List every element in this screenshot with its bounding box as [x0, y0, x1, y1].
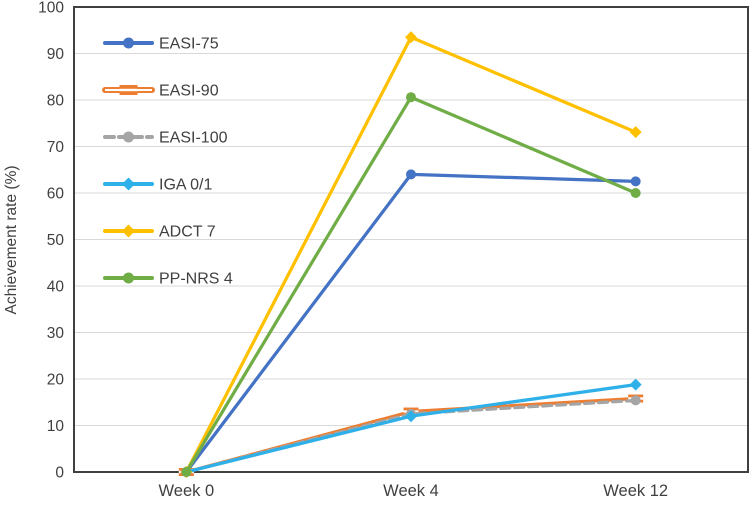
plot-border-rect — [73, 6, 749, 473]
y-tick-20: 20 — [47, 372, 65, 389]
y-tick-0: 0 — [55, 465, 64, 482]
data-point-easi-75-week-12 — [630, 176, 641, 187]
x-axis-tick-labels: Week 0 Week 4 Week 12 — [159, 482, 669, 500]
legend-marker-adct-7 — [122, 224, 135, 238]
x-tick-week-12: Week 12 — [603, 482, 668, 500]
y-tick-80: 80 — [47, 93, 65, 110]
legend-marker-pp-nrs-4 — [123, 272, 134, 284]
y-tick-50: 50 — [47, 232, 65, 249]
series-easi-75 — [181, 169, 641, 477]
y-tick-10: 10 — [47, 418, 65, 435]
series-line-easi-75 — [184, 172, 638, 474]
plot-border — [73, 6, 749, 473]
legend: EASI-75 EASI-90 EASI-100 IGA 0/1 ADCT 7 PP-NR… — [102, 36, 233, 288]
legend-marker-easi-100 — [123, 131, 134, 143]
y-tick-100: 100 — [38, 0, 64, 17]
series-lines — [178, 31, 644, 478]
legend-label-adct-7: ADCT 7 — [159, 224, 216, 241]
y-axis-title: Achievement rate (%) — [3, 165, 20, 314]
y-tick-40: 40 — [47, 279, 65, 296]
y-tick-90: 90 — [47, 46, 65, 63]
data-point-easi-100-week-12 — [630, 395, 641, 406]
data-point-pp-nrs-4-week-12 — [630, 188, 641, 198]
data-point-iga-0-1-week-4 — [405, 410, 417, 423]
legend-item-easi-90: EASI-90 — [102, 83, 219, 100]
series-line-adct-7 — [184, 35, 638, 474]
legend-label-pp-nrs-4: PP-NRS 4 — [159, 271, 233, 288]
y-tick-30: 30 — [47, 325, 65, 342]
data-point-adct-7-week-12 — [629, 126, 642, 139]
legend-item-pp-nrs-4: PP-NRS 4 — [103, 271, 233, 288]
legend-label-iga-0-1: IGA 0/1 — [159, 177, 212, 194]
legend-marker-easi-90 — [119, 85, 138, 95]
legend-marker-iga-0-1 — [122, 177, 135, 191]
y-tick-70: 70 — [47, 139, 65, 156]
data-point-pp-nrs-4-week-4 — [406, 92, 416, 103]
x-tick-week-0: Week 0 — [159, 482, 215, 500]
series-iga-0-1 — [180, 378, 642, 478]
series-pp-nrs-4 — [181, 92, 641, 477]
legend-item-adct-7: ADCT 7 — [103, 224, 216, 241]
y-axis-tick-labels: 0 10 20 30 40 50 60 70 80 90 100 — [38, 0, 64, 482]
data-point-easi-75-week-4 — [406, 169, 416, 180]
legend-label-easi-75: EASI-75 — [159, 36, 219, 53]
legend-label-easi-100: EASI-100 — [159, 130, 228, 147]
gridlines — [74, 6, 748, 426]
series-line-iga-0-1 — [184, 382, 638, 474]
y-tick-60: 60 — [47, 186, 65, 203]
legend-item-iga-0-1: IGA 0/1 — [103, 177, 212, 194]
legend-item-easi-75: EASI-75 — [103, 36, 219, 53]
x-tick-week-4: Week 4 — [383, 482, 439, 500]
data-point-adct-7-week-4 — [405, 31, 417, 44]
legend-marker-easi-75 — [123, 37, 134, 49]
data-point-pp-nrs-4-week-0 — [181, 467, 192, 477]
legend-label-easi-90: EASI-90 — [159, 83, 219, 100]
data-point-iga-0-1-week-12 — [629, 378, 642, 391]
series-easi-90 — [178, 394, 644, 476]
legend-item-easi-100: EASI-100 — [103, 130, 228, 147]
